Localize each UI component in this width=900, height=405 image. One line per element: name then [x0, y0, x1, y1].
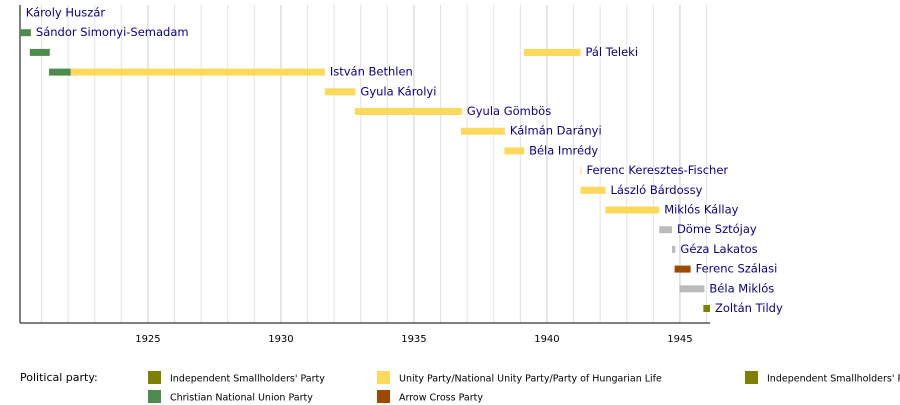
bar — [703, 305, 710, 312]
bar-label: Sándor Simonyi-Semadam — [36, 25, 189, 39]
bar-label: István Bethlen — [330, 65, 413, 79]
bar — [324, 88, 356, 96]
bar-label: Ferenc Keresztes-Fischer — [587, 163, 729, 177]
bar — [605, 206, 660, 214]
bar — [461, 127, 505, 135]
bar-label: Károly Huszár — [26, 6, 106, 20]
bar-label: Béla Imrédy — [529, 143, 598, 157]
bar — [20, 29, 31, 37]
bar — [659, 226, 672, 234]
legend-swatch — [377, 390, 390, 403]
x-tick-label: 1945 — [667, 334, 692, 345]
bar — [354, 108, 462, 115]
bar-label: Kálmán Darányi — [510, 124, 602, 138]
bar-label: Pál Teleki — [585, 45, 638, 59]
bar-label: Gyula Károlyi — [360, 84, 436, 98]
legend-swatch — [148, 390, 161, 403]
bar — [671, 245, 676, 253]
bar-label: Döme Sztójay — [677, 222, 757, 236]
bar — [679, 285, 705, 293]
legend-swatch — [745, 371, 758, 384]
bar — [580, 186, 606, 194]
x-tick-label: 1940 — [534, 334, 559, 345]
bar — [48, 68, 71, 76]
bar-label: Zoltán Tildy — [715, 301, 783, 315]
legend-swatch — [377, 371, 390, 384]
bar-label: Gyula Gömbös — [467, 104, 551, 118]
bar-label: László Bárdossy — [610, 183, 702, 197]
bar-label: Géza Lakatos — [680, 242, 757, 256]
x-tick-label: 1925 — [135, 334, 160, 345]
bar-label: Béla Miklós — [709, 281, 774, 295]
bar — [580, 167, 582, 175]
bar — [20, 9, 21, 17]
bar — [504, 147, 525, 155]
x-tick-label: 1930 — [268, 334, 293, 345]
legend-label: Independent Smallholders' Party — [170, 374, 325, 385]
bar — [524, 48, 581, 56]
legend-swatch — [148, 371, 161, 384]
bar-label: Ferenc Szálasi — [696, 262, 778, 276]
legend-label: Unity Party/National Unity Party/Party o… — [399, 374, 662, 385]
bar — [29, 48, 50, 56]
legend-label: Independent Smallholders' Party — [767, 374, 900, 385]
x-tick-label: 1935 — [401, 334, 426, 345]
legend-title: Political party: — [20, 371, 98, 384]
bar — [674, 265, 691, 273]
legend-label: Arrow Cross Party — [399, 393, 483, 404]
bar — [70, 68, 325, 76]
bar-label: Miklós Kállay — [664, 203, 738, 217]
legend-label: Christian National Union Party — [170, 393, 313, 404]
